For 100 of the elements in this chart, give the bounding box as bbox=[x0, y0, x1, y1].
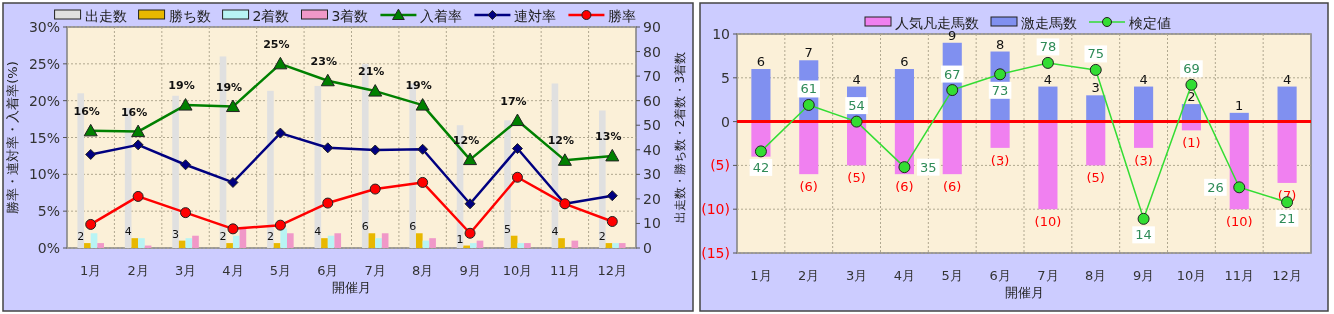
data-label: 6 bbox=[361, 220, 369, 234]
bar bbox=[517, 243, 525, 248]
bar bbox=[1038, 86, 1058, 122]
point bbox=[463, 152, 478, 166]
data-label: (3) bbox=[1134, 152, 1153, 168]
data-label: 3 bbox=[172, 227, 180, 241]
data-label: 2 bbox=[1187, 89, 1196, 105]
point bbox=[180, 207, 192, 219]
bar bbox=[1086, 121, 1106, 166]
x-tick-label: 6月 bbox=[317, 263, 339, 278]
annotation: 14 bbox=[1135, 227, 1152, 243]
x-tick-label: 7月 bbox=[1037, 268, 1059, 283]
bar bbox=[504, 120, 511, 248]
point bbox=[511, 171, 523, 183]
point bbox=[1089, 63, 1102, 76]
point bbox=[754, 145, 767, 158]
point bbox=[557, 153, 572, 166]
bar bbox=[1134, 121, 1154, 148]
point bbox=[274, 127, 286, 139]
y-tick-label: 10 bbox=[712, 26, 730, 42]
point bbox=[85, 218, 97, 230]
bar bbox=[1038, 121, 1058, 210]
bar bbox=[799, 121, 819, 175]
legend-label: 人気凡走馬数 bbox=[895, 15, 979, 31]
y2-tick-label: 0 bbox=[643, 240, 652, 256]
point bbox=[227, 223, 239, 235]
point bbox=[850, 115, 863, 128]
y-tick-label: 15% bbox=[28, 129, 60, 146]
x-tick-label: 12月 bbox=[597, 263, 628, 278]
x-tick-label: 4月 bbox=[893, 268, 916, 283]
data-label: 7 bbox=[804, 45, 813, 61]
bar bbox=[172, 95, 179, 248]
data-label: 4 bbox=[1043, 71, 1053, 87]
data-label: 6 bbox=[900, 54, 909, 70]
bar bbox=[321, 238, 328, 248]
bar bbox=[381, 233, 389, 248]
data-label: 4 bbox=[314, 225, 322, 239]
point bbox=[1137, 212, 1150, 225]
x-tick-label: 10月 bbox=[1176, 268, 1207, 283]
data-label: (5) bbox=[847, 170, 866, 186]
bar bbox=[138, 238, 145, 248]
y-tick-label: 25% bbox=[28, 55, 60, 72]
data-label: 16% bbox=[120, 105, 148, 119]
data-label: 4 bbox=[1139, 71, 1148, 87]
y-tick-label: 5% bbox=[37, 203, 60, 220]
data-label: 4 bbox=[1282, 71, 1292, 87]
legend-label: 入着率 bbox=[420, 8, 463, 24]
point bbox=[322, 197, 334, 209]
annotation: 69 bbox=[1183, 61, 1200, 77]
point bbox=[605, 148, 620, 162]
x-axis-title: 開催月 bbox=[1004, 285, 1044, 300]
data-label: 2 bbox=[219, 230, 227, 244]
bar bbox=[185, 238, 193, 248]
legend-label: 3着数 bbox=[331, 8, 369, 24]
bar bbox=[605, 243, 613, 248]
y-tick-label: 10% bbox=[28, 166, 60, 183]
data-label: 19% bbox=[168, 79, 195, 93]
data-label: (5) bbox=[1086, 170, 1105, 186]
data-label: 16% bbox=[73, 104, 100, 118]
point bbox=[994, 68, 1007, 81]
x-tick-label: 11月 bbox=[1224, 268, 1255, 283]
point bbox=[83, 123, 98, 137]
point bbox=[417, 143, 429, 155]
y2-tick-label: 90 bbox=[643, 19, 661, 35]
data-label: (6) bbox=[943, 179, 962, 195]
point bbox=[227, 176, 239, 188]
bar bbox=[612, 243, 619, 248]
x-tick-label: 6月 bbox=[989, 268, 1011, 283]
point bbox=[1041, 56, 1054, 69]
bar bbox=[894, 69, 914, 122]
point bbox=[464, 198, 476, 210]
point bbox=[178, 98, 193, 111]
bar bbox=[287, 233, 294, 248]
bar bbox=[232, 235, 240, 248]
point bbox=[274, 219, 286, 231]
data-label: 19% bbox=[215, 80, 243, 94]
point bbox=[1185, 78, 1198, 91]
x-tick-label: 8月 bbox=[1085, 268, 1107, 283]
bar bbox=[273, 243, 281, 248]
x-tick-label: 10月 bbox=[502, 263, 533, 278]
x-tick-label: 1月 bbox=[750, 268, 772, 283]
y2-tick-label: 30 bbox=[643, 166, 661, 183]
y2-tick-label: 20 bbox=[643, 190, 661, 207]
data-label: 4 bbox=[124, 225, 132, 239]
point bbox=[85, 148, 97, 160]
y2-tick-label: 50 bbox=[643, 117, 661, 134]
data-label: 13% bbox=[595, 129, 622, 143]
data-label: 2 bbox=[77, 230, 85, 244]
bar bbox=[267, 90, 274, 248]
data-label: (6) bbox=[799, 179, 818, 195]
y-tick-label: 0 bbox=[721, 113, 730, 130]
x-tick-label: 12月 bbox=[1272, 268, 1302, 283]
bar bbox=[415, 233, 423, 248]
y-tick-label: (5) bbox=[710, 157, 730, 174]
y-tick-label: 0% bbox=[37, 240, 60, 256]
point bbox=[606, 190, 618, 202]
point bbox=[131, 124, 146, 138]
data-label: 17% bbox=[500, 94, 527, 108]
data-label: 25% bbox=[263, 37, 290, 51]
x-tick-label: 8月 bbox=[411, 263, 434, 278]
